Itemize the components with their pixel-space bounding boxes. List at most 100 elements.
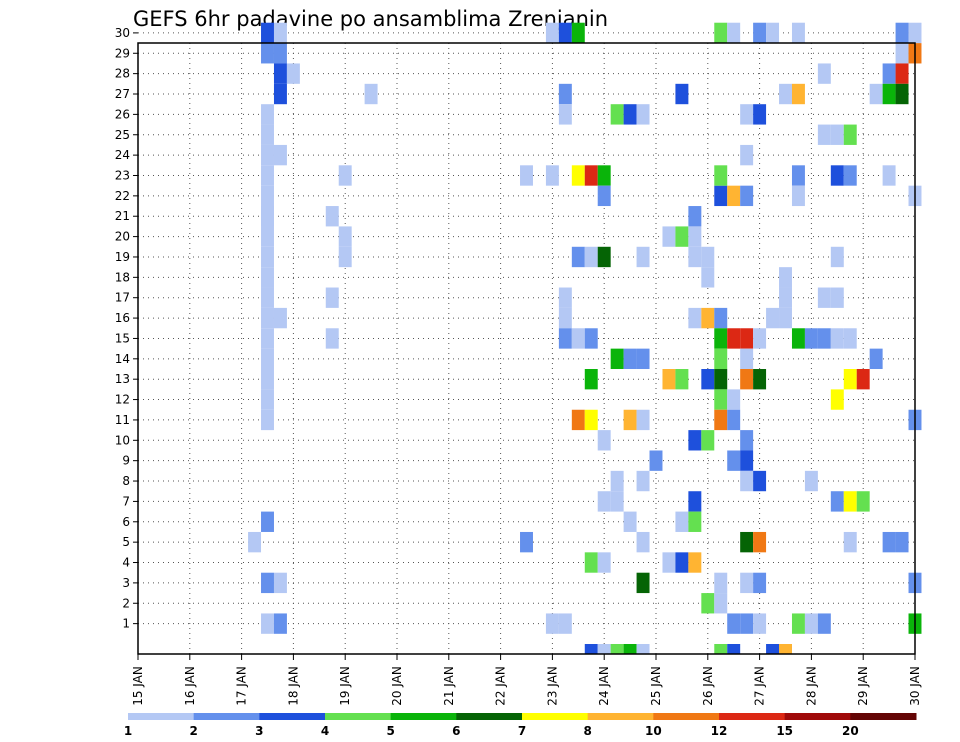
precip-cell (895, 43, 909, 64)
precip-cell (571, 246, 585, 268)
precip-cell (869, 83, 883, 105)
x-tick-label: 28 JAN (804, 666, 818, 706)
x-tick-label: 21 JAN (442, 666, 456, 706)
precip-cell (766, 22, 780, 44)
precip-cell (701, 307, 715, 329)
precip-cell (662, 552, 676, 573)
precip-cell (843, 369, 857, 390)
precip-cell (856, 491, 870, 512)
y-tick-label: 26 (115, 107, 130, 121)
precip-cell (261, 206, 274, 227)
y-tick-label: 25 (115, 128, 130, 142)
precip-cell (843, 491, 857, 512)
precip-cell (597, 246, 611, 268)
precip-cell (558, 287, 572, 308)
legend-label: 6 (452, 724, 460, 738)
precip-cell (597, 491, 611, 512)
precip-cell (701, 593, 715, 614)
precip-cell (273, 307, 287, 329)
precip-cell (791, 613, 805, 634)
precip-cell (636, 572, 650, 594)
precip-cell (791, 185, 805, 207)
precip-cell (610, 104, 624, 125)
precip-cell (740, 531, 754, 553)
precip-cell (597, 552, 611, 573)
precip-cell (688, 226, 702, 247)
precip-cell (740, 185, 754, 207)
legend-label: 7 (518, 724, 526, 738)
legend-swatch (784, 713, 851, 720)
legend-swatch (325, 713, 392, 720)
precip-cell (791, 22, 805, 44)
precip-cell (804, 470, 818, 492)
precip-cell (779, 267, 792, 288)
precip-cell (261, 409, 274, 431)
precip-cell (753, 470, 767, 492)
y-tick-label: 8 (122, 474, 130, 488)
precip-cell (636, 348, 650, 370)
precip-cell (714, 409, 728, 431)
precip-cell (623, 644, 637, 654)
legend-swatch (390, 713, 457, 720)
precip-cell (273, 22, 287, 44)
x-tick-label: 27 JAN (753, 666, 767, 706)
precip-cell (261, 226, 274, 247)
legend-swatch (522, 713, 589, 720)
legend-swatch (719, 713, 786, 720)
precip-cell (261, 22, 274, 44)
precip-cell (688, 307, 702, 329)
precip-cell (261, 287, 274, 308)
precipitation-cells (248, 22, 922, 654)
x-tick-label: 24 JAN (597, 666, 611, 706)
precip-cell (727, 644, 741, 654)
precip-cell (830, 287, 844, 308)
precip-cell (325, 287, 339, 308)
precip-cell (791, 83, 805, 105)
precip-cell (558, 104, 572, 125)
precip-cell (727, 613, 741, 634)
precip-cell (273, 144, 287, 166)
precip-cell (830, 165, 844, 186)
precip-cell (636, 644, 650, 654)
precip-cell (338, 246, 352, 268)
precip-cell (688, 430, 702, 451)
precip-cell (520, 165, 533, 186)
precip-cell (740, 328, 754, 349)
precip-cell (804, 613, 818, 634)
precip-cell (325, 206, 339, 227)
x-tick-label: 18 JAN (286, 666, 300, 706)
precip-cell (273, 613, 287, 634)
precip-cell (558, 83, 572, 105)
precip-cell (895, 63, 909, 84)
precip-cell (727, 185, 741, 207)
precip-cell (714, 593, 728, 614)
precip-cell (701, 369, 715, 390)
y-tick-label: 13 (115, 372, 130, 386)
precip-cell (571, 165, 585, 186)
precip-cell (791, 165, 805, 186)
precip-cell (688, 491, 702, 512)
precip-cell (584, 246, 598, 268)
precip-cell (610, 470, 624, 492)
precip-cell (273, 83, 287, 105)
precip-cell (261, 572, 274, 594)
y-tick-label: 11 (115, 413, 130, 427)
legend-swatch (653, 713, 720, 720)
precip-cell (753, 572, 767, 594)
precip-cell (558, 307, 572, 329)
precip-cell (753, 22, 767, 44)
legend-label: 2 (189, 724, 197, 738)
x-tick-label: 17 JAN (235, 666, 249, 706)
precip-cell (830, 246, 844, 268)
precip-cell (261, 369, 274, 390)
precip-cell (688, 246, 702, 268)
precip-cell (714, 369, 728, 390)
precip-cell (675, 511, 689, 532)
x-tick-label: 25 JAN (649, 666, 663, 706)
legend-swatch (587, 713, 654, 720)
legend-label: 5 (386, 724, 394, 738)
legend-label: 1 (124, 724, 132, 738)
precip-cell (261, 613, 274, 634)
precip-cell (571, 409, 585, 431)
